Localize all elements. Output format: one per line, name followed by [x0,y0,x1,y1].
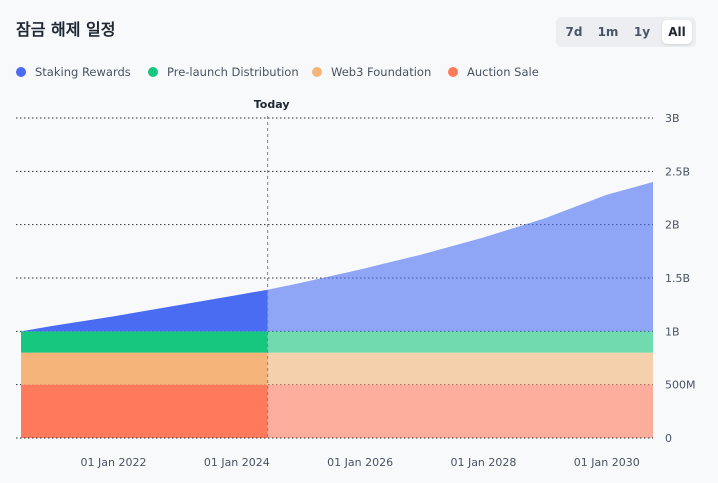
x-tick-label: 01 Jan 2022 [81,456,147,469]
area-prelaunch-future [267,331,653,353]
range-7d-button[interactable]: 7d [565,25,583,39]
legend-dot-icon [148,67,158,77]
legend-item-staking-rewards[interactable]: Staking Rewards [16,64,131,80]
range-1m-button[interactable]: 1m [597,25,619,39]
page-title: 잠금 해제 일정 [16,20,116,39]
legend-label: Pre-launch Distribution [167,65,299,79]
legend-dot-icon [448,67,458,77]
legend-dot-icon [16,67,26,77]
range-all-button[interactable]: All [662,20,692,44]
legend-label: Staking Rewards [35,65,131,79]
legend-item-pre-launch-distribution[interactable]: Pre-launch Distribution [148,64,299,80]
x-tick-label: 01 Jan 2024 [204,456,270,469]
time-range-selector: 7d 1m 1y All [556,17,696,47]
x-tick-label: 01 Jan 2028 [450,456,516,469]
legend-item-auction-sale[interactable]: Auction Sale [448,64,539,80]
y-tick-label: 1.5B [665,272,690,285]
area-web3-future [267,352,653,385]
range-1y-button[interactable]: 1y [633,25,651,39]
y-tick-label: 2.5B [665,165,690,178]
legend-label: Auction Sale [467,65,539,79]
x-tick-label: 01 Jan 2026 [327,456,393,469]
today-label: Today [254,98,290,111]
legend-dot-icon [312,67,322,77]
legend-label: Web3 Foundation [331,65,432,79]
area-staking-future [267,182,653,332]
area-staking-past [21,289,268,332]
x-tick-label: 01 Jan 2030 [574,456,640,469]
y-tick-label: 2B [665,219,680,232]
area-prelaunch-past [21,331,268,353]
area-auction-past [21,384,268,438]
area-web3-past [21,352,268,385]
y-tick-label: 1B [665,325,680,338]
y-tick-label: 3B [665,112,680,125]
area-auction-future [267,384,653,438]
y-tick-label: 0 [665,432,672,445]
legend-item-web3-foundation[interactable]: Web3 Foundation [312,64,431,80]
y-tick-label: 500M [665,379,696,392]
